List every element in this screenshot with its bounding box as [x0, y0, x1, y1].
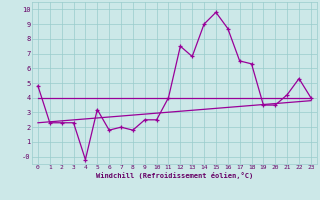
X-axis label: Windchill (Refroidissement éolien,°C): Windchill (Refroidissement éolien,°C)	[96, 172, 253, 179]
